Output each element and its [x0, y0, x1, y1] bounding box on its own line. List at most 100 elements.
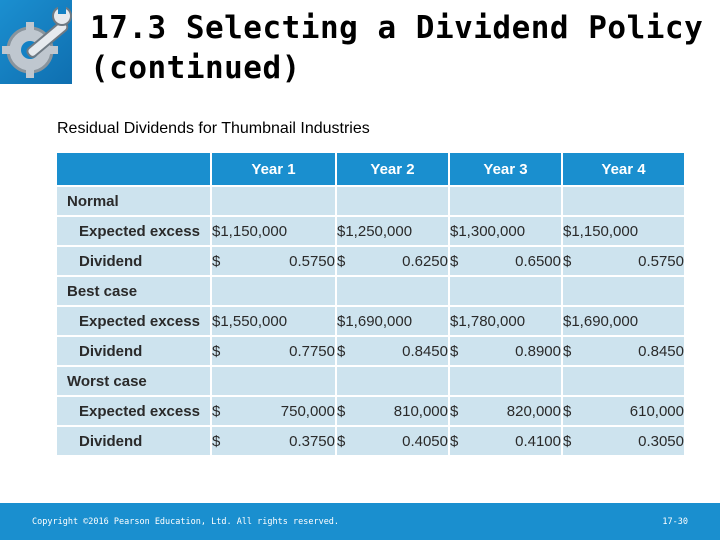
currency-symbol: $ — [337, 402, 346, 420]
cell-value: 0.6500 — [515, 252, 561, 270]
table-cell: $810,000 — [335, 395, 450, 427]
table-body: Normal Expected excess $1,150,000 $1,250,00… — [55, 185, 686, 457]
table-section-row: Worst case — [55, 365, 686, 397]
table-caption: Residual Dividends for Thumbnail Industr… — [57, 120, 370, 137]
cell-value: 750,000 — [280, 402, 335, 420]
cell-value: 0.5750 — [638, 252, 684, 270]
title-line-1: 17.3 Selecting a Dividend Policy — [90, 10, 704, 46]
table-cell: $820,000 — [448, 395, 563, 427]
cell-value: 0.8450 — [638, 342, 684, 360]
table-cell: $0.6250 — [335, 245, 450, 277]
cell-value: $1,250,000 — [337, 222, 413, 240]
cell-value: $1,690,000 — [563, 312, 639, 330]
table-cell: $1,300,000 — [448, 215, 563, 247]
currency-symbol: $ — [450, 342, 459, 360]
table-cell: $1,780,000 — [448, 305, 563, 337]
table-section-row: Best case — [55, 275, 686, 307]
table-cell: $1,150,000 — [210, 215, 337, 247]
logo-badge — [0, 0, 72, 84]
currency-symbol: $ — [450, 252, 459, 270]
table-cell: $0.8450 — [335, 335, 450, 367]
table-row: Dividend $0.7750 $0.8450 $0.8900 $0.8450 — [55, 335, 686, 367]
currency-symbol: $ — [337, 252, 346, 270]
table-row: Expected excess $1,150,000 $1,250,000 $1,30… — [55, 215, 686, 247]
table-section-row: Normal — [55, 185, 686, 217]
cell-value: 0.8450 — [402, 342, 448, 360]
cell-value: $1,550,000 — [212, 312, 288, 330]
row-label: Best case — [55, 275, 212, 307]
residual-dividends-table: Year 1 Year 2 Year 3 Year 4 Normal Expect… — [55, 151, 686, 457]
currency-symbol: $ — [337, 342, 346, 360]
currency-symbol: $ — [337, 432, 346, 450]
currency-symbol: $ — [563, 402, 572, 420]
row-label: Normal — [55, 185, 212, 217]
header-cell-year-1: Year 1 — [210, 151, 337, 187]
table-cell — [335, 185, 450, 217]
row-label: Dividend — [55, 425, 212, 457]
cell-value: 0.4050 — [402, 432, 448, 450]
cell-value: $1,780,000 — [450, 312, 526, 330]
currency-symbol: $ — [563, 432, 572, 450]
wrench-gear-icon — [2, 6, 72, 78]
cell-value: 0.4100 — [515, 432, 561, 450]
table-cell: $0.5750 — [561, 245, 686, 277]
table-row: Dividend $0.3750 $0.4050 $0.4100 $0.3050 — [55, 425, 686, 457]
table-cell — [448, 185, 563, 217]
table-cell: $0.4100 — [448, 425, 563, 457]
cell-value: $1,690,000 — [337, 312, 413, 330]
table-cell: $0.3750 — [210, 425, 337, 457]
table-cell: $610,000 — [561, 395, 686, 427]
table-cell: $1,690,000 — [335, 305, 450, 337]
table-cell — [210, 185, 337, 217]
table-cell: $0.6500 — [448, 245, 563, 277]
table-cell — [561, 185, 686, 217]
row-label: Dividend — [55, 245, 212, 277]
cell-value: 820,000 — [506, 402, 561, 420]
currency-symbol: $ — [212, 252, 221, 270]
row-label: Expected excess — [55, 305, 212, 337]
table-cell: $1,150,000 — [561, 215, 686, 247]
table-cell: $1,550,000 — [210, 305, 337, 337]
table-cell: $0.8900 — [448, 335, 563, 367]
currency-symbol: $ — [450, 432, 459, 450]
table-cell — [448, 275, 563, 307]
cell-value: $1,150,000 — [563, 222, 639, 240]
table-header-row: Year 1 Year 2 Year 3 Year 4 — [55, 151, 686, 187]
footer-bar: Copyright ©2016 Pearson Education, Ltd. … — [0, 503, 720, 540]
table-cell: $0.8450 — [561, 335, 686, 367]
row-label: Dividend — [55, 335, 212, 367]
table-cell: $750,000 — [210, 395, 337, 427]
table-cell — [561, 365, 686, 397]
row-label: Expected excess — [55, 395, 212, 427]
cell-value: $1,300,000 — [450, 222, 526, 240]
table-cell — [561, 275, 686, 307]
header-cell-year-2: Year 2 — [335, 151, 450, 187]
currency-symbol: $ — [212, 432, 221, 450]
table-cell — [210, 365, 337, 397]
table-cell: $0.5750 — [210, 245, 337, 277]
currency-symbol: $ — [563, 342, 572, 360]
slide-title: 17.3 Selecting a Dividend Policy (contin… — [90, 8, 710, 88]
table-row: Expected excess $1,550,000 $1,690,000 $1,78… — [55, 305, 686, 337]
cell-value: 610,000 — [629, 402, 684, 420]
table-cell: $1,250,000 — [335, 215, 450, 247]
table-cell: $0.7750 — [210, 335, 337, 367]
currency-symbol: $ — [212, 342, 221, 360]
table-row: Expected excess $750,000 $810,000 $820,000 $… — [55, 395, 686, 427]
table-cell: $0.4050 — [335, 425, 450, 457]
header-cell-year-3: Year 3 — [448, 151, 563, 187]
page-number: 17-30 — [662, 517, 688, 527]
table-cell — [448, 365, 563, 397]
currency-symbol: $ — [450, 402, 459, 420]
table-cell — [335, 275, 450, 307]
cell-value: 0.3750 — [289, 432, 335, 450]
cell-value: 0.8900 — [515, 342, 561, 360]
currency-symbol: $ — [563, 252, 572, 270]
title-line-2: (continued) — [90, 50, 301, 86]
row-label: Worst case — [55, 365, 212, 397]
cell-value: 0.6250 — [402, 252, 448, 270]
cell-value: 0.5750 — [289, 252, 335, 270]
header-cell-blank — [55, 151, 212, 187]
copyright-text: Copyright ©2016 Pearson Education, Ltd. … — [32, 517, 340, 527]
currency-symbol: $ — [212, 402, 221, 420]
